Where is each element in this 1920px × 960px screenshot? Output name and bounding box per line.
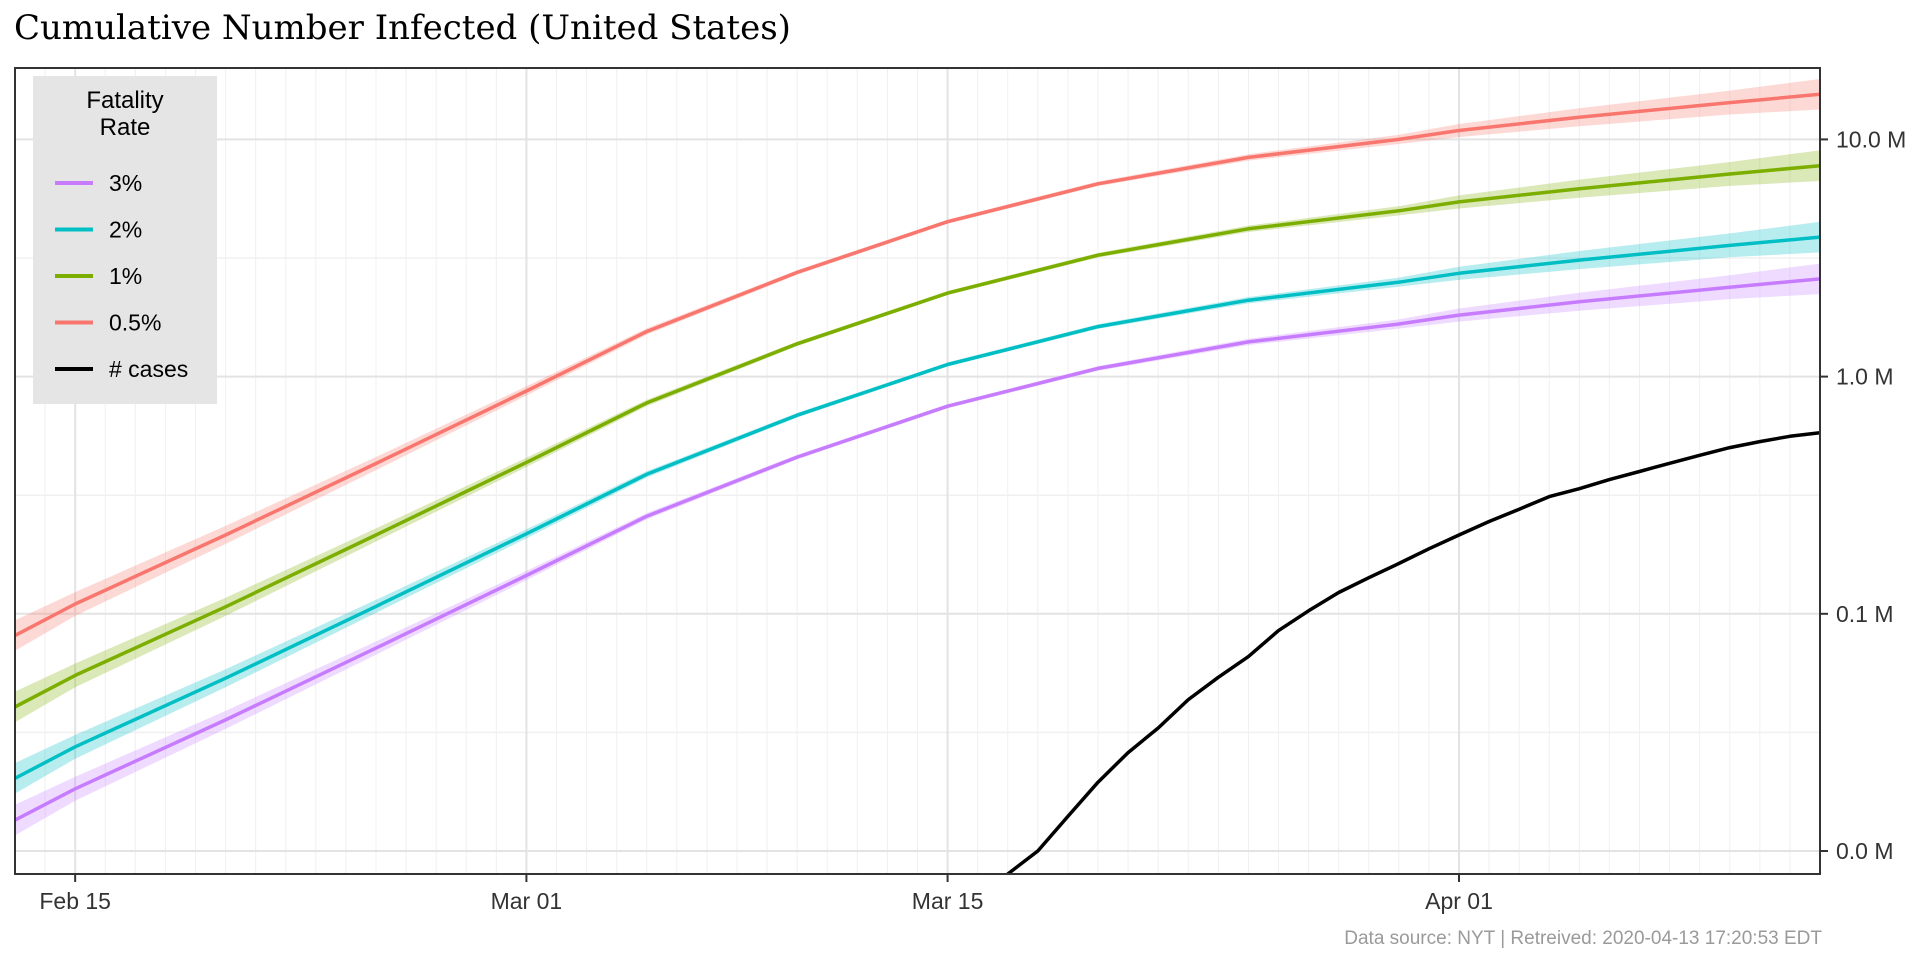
series-line-1	[15, 163, 1820, 709]
series-line-2	[15, 235, 1820, 781]
series-line-3	[15, 277, 1820, 822]
legend-box	[33, 76, 217, 404]
y-tick-label: 10.0 M	[1836, 126, 1906, 152]
legend-title: Fatality	[86, 87, 163, 114]
series-lines	[15, 92, 1820, 874]
series-line-cases	[1006, 430, 1820, 874]
chart-caption: Data source: NYT | Retreived: 2020-04-13…	[1344, 928, 1822, 949]
x-axis: Feb 15 Mar 01 Mar 15 Apr 01	[39, 874, 1493, 914]
legend-label: 3%	[109, 170, 142, 196]
legend-label: 1%	[109, 263, 142, 289]
x-tick-label: Feb 15	[39, 888, 111, 914]
panel-frame	[14, 67, 1821, 875]
y-tick-label: 0.0 M	[1836, 838, 1894, 864]
series-line-0-5	[15, 92, 1820, 638]
y-tick-label: 0.1 M	[1836, 601, 1894, 627]
y-axis: 0.0 M 0.1 M 1.0 M 10.0 M	[1820, 126, 1906, 864]
x-tick-label: Apr 01	[1425, 888, 1493, 914]
x-tick-label: Mar 01	[491, 888, 563, 914]
legend-label: 2%	[109, 217, 142, 243]
legend-title: Rate	[100, 114, 151, 141]
y-tick-label: 1.0 M	[1836, 364, 1894, 390]
panel-border	[14, 67, 1821, 875]
legend-label: # cases	[109, 356, 188, 382]
x-tick-label: Mar 15	[912, 888, 984, 914]
legend-label: 0.5%	[109, 310, 161, 336]
chart-title: Cumulative Number Infected (United State…	[14, 8, 791, 48]
